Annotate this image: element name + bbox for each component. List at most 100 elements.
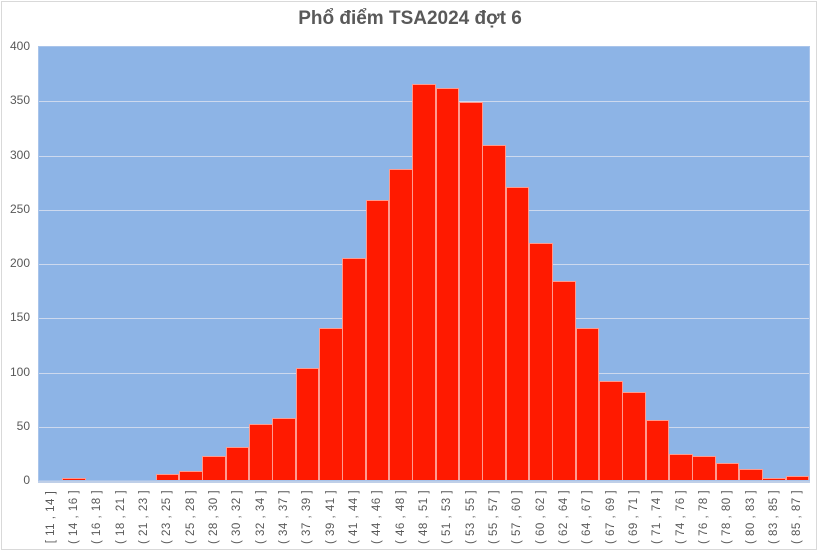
y-tick-label: 100 — [9, 364, 30, 379]
histogram-bar — [202, 456, 227, 480]
x-tick-label: ( 25 , 28 ] — [179, 486, 202, 548]
histogram-bar — [482, 144, 507, 480]
y-tick-label: 200 — [9, 256, 30, 270]
x-tick-label: ( 62 , 64 ] — [552, 486, 575, 548]
x-tick-label-text: ( 48 , 51 ] — [417, 489, 430, 545]
x-tick-label-text: ( 60 , 62 ] — [534, 489, 547, 545]
x-tick-label-text: ( 67 , 69 ] — [604, 489, 617, 545]
x-axis-line — [38, 481, 810, 483]
x-tick-label: ( 51 , 53 ] — [436, 486, 459, 548]
x-tick-label-text: ( 21 , 23 ] — [137, 489, 150, 545]
histogram-bar — [529, 243, 553, 480]
x-tick-label: ( 21 , 23 ] — [132, 486, 155, 548]
x-tick-label: ( 39 , 41 ] — [319, 486, 342, 548]
y-tick-label: 250 — [9, 201, 30, 216]
x-tick-label: ( 48 , 51 ] — [412, 486, 435, 548]
x-tick-label-text: ( 34 , 37 ] — [277, 489, 290, 545]
histogram-bar — [599, 381, 623, 480]
x-tick-label-text: ( 78 , 80 ] — [721, 489, 734, 545]
x-tick-label-text: ( 46 , 48 ] — [394, 489, 407, 545]
histogram-bar — [62, 477, 87, 480]
x-tick-label: ( 69 , 71 ] — [622, 486, 645, 548]
x-tick-label: ( 14 , 16 ] — [62, 486, 85, 548]
x-tick-label: ( 83 , 85 ] — [762, 486, 785, 548]
histogram-bar — [739, 469, 763, 480]
histogram-bar — [459, 102, 483, 480]
histogram-bar — [785, 475, 810, 480]
histogram-bar — [575, 328, 600, 480]
x-tick-label-text: ( 37 , 39 ] — [301, 489, 314, 545]
histogram-bar — [715, 462, 740, 480]
x-tick-label: ( 28 , 30 ] — [202, 486, 225, 548]
x-tick-label-text: ( 57 , 60 ] — [511, 489, 524, 545]
x-tick-label: ( 34 , 37 ] — [272, 486, 295, 548]
plot-area — [38, 46, 810, 481]
x-tick-label: ( 55 , 57 ] — [482, 486, 505, 548]
x-tick-label: ( 16 , 18 ] — [86, 486, 109, 548]
x-tick-label: ( 67 , 69 ] — [599, 486, 622, 548]
histogram-bar — [552, 281, 577, 480]
y-tick-label: 0 — [23, 473, 30, 487]
x-tick-label-text: ( 14 , 16 ] — [67, 489, 80, 545]
x-tick-label: ( 41 , 44 ] — [342, 486, 365, 548]
x-tick-label: ( 46 , 48 ] — [389, 486, 412, 548]
x-tick-label-text: ( 64 , 67 ] — [581, 489, 594, 545]
x-tick-label-text: ( 23 , 25 ] — [161, 489, 174, 545]
x-tick-label-text: ( 41 , 44 ] — [347, 489, 360, 545]
histogram-bar — [692, 456, 717, 480]
x-tick-label-text: ( 55 , 57 ] — [487, 489, 500, 545]
x-tick-label-text: ( 28 , 30 ] — [207, 489, 220, 545]
x-tick-label-text: ( 32 , 34 ] — [254, 489, 267, 545]
x-tick-label-text: ( 53 , 55 ] — [464, 489, 477, 545]
histogram-bar — [225, 447, 250, 480]
x-tick-label-text: ( 39 , 41 ] — [324, 489, 337, 545]
y-tick-label: 300 — [9, 147, 30, 162]
x-tick-label: ( 30 , 32 ] — [226, 486, 249, 548]
x-tick-label: ( 57 , 60 ] — [506, 486, 529, 548]
x-tick-label: ( 78 , 80 ] — [716, 486, 739, 548]
x-tick-label: ( 23 , 25 ] — [156, 486, 179, 548]
histogram-bar — [762, 477, 787, 480]
histogram-bar — [155, 473, 180, 480]
histogram-bar — [365, 200, 390, 480]
histogram-bar — [622, 392, 647, 480]
x-tick-label-text: ( 25 , 28 ] — [184, 489, 197, 545]
x-tick-label: ( 64 , 67 ] — [576, 486, 599, 548]
x-tick-label: ( 18 , 21 ] — [109, 486, 132, 548]
histogram-bar — [319, 328, 343, 480]
x-tick-label-text: ( 76 , 78 ] — [697, 489, 710, 545]
x-tick-label: ( 32 , 34 ] — [249, 486, 272, 548]
y-tick-label: 150 — [9, 310, 30, 325]
histogram-bar — [179, 471, 203, 480]
histogram-bar — [295, 368, 320, 480]
x-tick-label-text: ( 71 , 74 ] — [651, 489, 664, 545]
histogram-bar — [645, 420, 670, 480]
x-tick-label: ( 60 , 62 ] — [529, 486, 552, 548]
histogram-bar — [505, 187, 530, 480]
x-tick-label: ( 37 , 39 ] — [296, 486, 319, 548]
x-tick-label: ( 74 , 76 ] — [669, 486, 692, 548]
y-tick-label: 350 — [9, 93, 30, 108]
x-tick-label: [ 11 , 14 ] — [39, 486, 62, 548]
histogram-bar — [412, 83, 437, 480]
histogram-bar — [669, 453, 693, 480]
y-tick-label: 400 — [9, 39, 30, 53]
x-tick-label: ( 80 , 83 ] — [739, 486, 762, 548]
x-tick-label-text: ( 74 , 76 ] — [674, 489, 687, 545]
x-tick-label-text: ( 62 , 64 ] — [557, 489, 570, 545]
x-tick-label-text: ( 30 , 32 ] — [231, 489, 244, 545]
histogram-bar — [435, 88, 460, 480]
x-tick-label-text: ( 83 , 85 ] — [767, 489, 780, 545]
x-tick-label: ( 44 , 46 ] — [366, 486, 389, 548]
x-tick-label: ( 53 , 55 ] — [459, 486, 482, 548]
x-tick-label-text: ( 85 , 87 ] — [791, 489, 804, 545]
x-tick-label: ( 76 , 78 ] — [692, 486, 715, 548]
histogram-bar — [389, 168, 413, 480]
y-tick-label: 50 — [16, 418, 30, 433]
x-tick-label-text: ( 44 , 46 ] — [371, 489, 384, 545]
chart-title: Phổ điểm TSA2024 đợt 6 — [298, 8, 522, 29]
x-tick-label: ( 85 , 87 ] — [786, 486, 809, 548]
x-tick-label-text: ( 51 , 53 ] — [441, 489, 454, 545]
x-tick-label-text: ( 69 , 71 ] — [627, 489, 640, 545]
